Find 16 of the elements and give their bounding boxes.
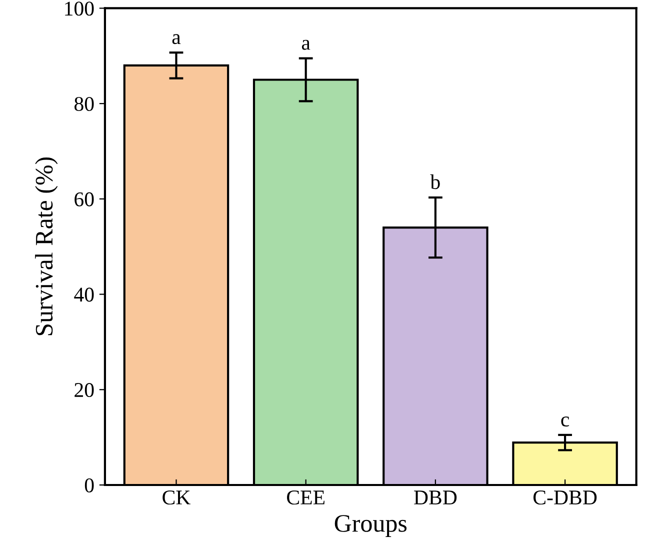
x-tick-label: CK bbox=[162, 490, 190, 505]
x-tick-label: DBD bbox=[414, 490, 457, 504]
y-tick-label: 40 bbox=[74, 288, 94, 302]
annotation: b bbox=[430, 174, 440, 190]
y-tick-label: 80 bbox=[74, 96, 94, 112]
y-tick-label: 20 bbox=[74, 383, 94, 398]
x-tick-label: CEE bbox=[287, 490, 324, 505]
y-tick-label: 60 bbox=[74, 192, 94, 206]
annotation: a bbox=[172, 34, 181, 44]
annotation: a bbox=[302, 40, 310, 50]
y-tick-label: 0 bbox=[84, 478, 94, 492]
x-axis-title: Groups bbox=[334, 515, 407, 537]
annotation: c bbox=[561, 416, 570, 427]
y-tick-label: 100 bbox=[65, 2, 94, 16]
x-tick-label: C-DBD bbox=[533, 490, 597, 505]
y-axis-title: Survival Rate (%) bbox=[35, 157, 58, 336]
